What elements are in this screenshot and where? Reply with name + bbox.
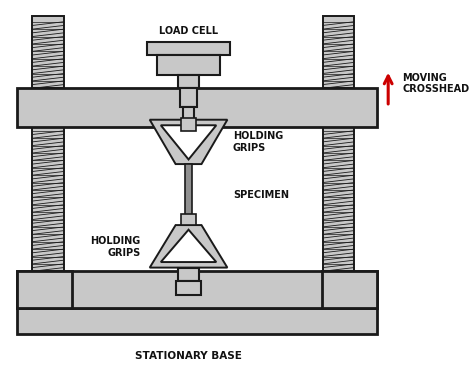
- Bar: [322, 271, 377, 308]
- Bar: [32, 127, 64, 271]
- Polygon shape: [150, 120, 228, 164]
- Text: SPECIMEN: SPECIMEN: [233, 190, 289, 200]
- Bar: [178, 75, 199, 88]
- Polygon shape: [161, 125, 216, 160]
- Bar: [323, 127, 354, 271]
- Text: HOLDING
GRIPS: HOLDING GRIPS: [90, 236, 140, 258]
- Bar: [185, 164, 192, 225]
- Polygon shape: [161, 230, 216, 262]
- Bar: [32, 16, 64, 88]
- Bar: [17, 271, 72, 308]
- Bar: [17, 271, 377, 308]
- Text: MOVING
CROSSHEAD: MOVING CROSSHEAD: [402, 73, 469, 94]
- Text: HOLDING
GRIPS: HOLDING GRIPS: [233, 131, 283, 153]
- Polygon shape: [150, 225, 228, 268]
- Bar: [183, 107, 194, 120]
- Bar: [181, 214, 196, 225]
- Bar: [17, 308, 377, 334]
- Text: STATIONARY BASE: STATIONARY BASE: [135, 351, 242, 361]
- Bar: [175, 280, 201, 295]
- Text: LOAD CELL: LOAD CELL: [159, 26, 218, 36]
- Bar: [178, 268, 199, 280]
- Bar: [157, 55, 220, 75]
- Bar: [323, 16, 354, 88]
- Bar: [180, 88, 197, 107]
- Bar: [181, 118, 196, 131]
- Bar: [147, 42, 230, 55]
- Bar: [17, 88, 377, 127]
